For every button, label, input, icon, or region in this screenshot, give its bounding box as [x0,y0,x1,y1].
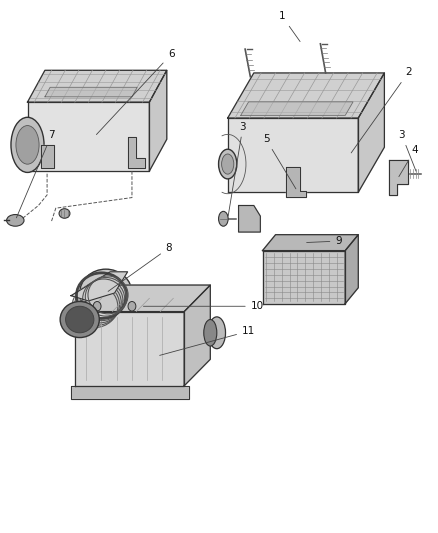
Polygon shape [41,144,53,168]
Ellipse shape [60,302,99,337]
Polygon shape [358,73,385,192]
Polygon shape [262,251,345,304]
Text: 8: 8 [108,243,172,292]
Text: 10: 10 [143,301,264,311]
Polygon shape [239,206,260,232]
Polygon shape [228,73,385,118]
Circle shape [93,302,101,311]
Ellipse shape [66,306,94,333]
Ellipse shape [219,212,228,226]
Ellipse shape [11,117,44,173]
Ellipse shape [204,319,217,346]
Ellipse shape [80,269,132,317]
Polygon shape [75,285,210,312]
Text: 5: 5 [263,134,296,189]
Ellipse shape [59,209,70,218]
Text: 4: 4 [399,145,418,176]
Text: 7: 7 [16,130,55,218]
Polygon shape [241,102,353,115]
Polygon shape [71,272,127,301]
Polygon shape [45,87,137,97]
Polygon shape [28,70,167,102]
Text: 3: 3 [228,122,246,216]
Text: 2: 2 [351,68,412,153]
Polygon shape [228,118,358,192]
Ellipse shape [208,317,226,349]
Ellipse shape [16,126,39,164]
Polygon shape [75,312,184,386]
Polygon shape [149,70,167,171]
Text: 9: 9 [307,236,342,246]
Polygon shape [71,386,188,399]
Polygon shape [262,235,358,251]
Circle shape [128,302,136,311]
Text: 3: 3 [399,130,416,171]
Ellipse shape [7,215,24,226]
Polygon shape [345,235,358,304]
Text: 1: 1 [279,11,300,42]
Ellipse shape [219,149,237,179]
Polygon shape [389,160,408,195]
Polygon shape [286,167,306,197]
Text: 11: 11 [160,326,255,356]
Ellipse shape [222,154,234,174]
Polygon shape [28,102,149,171]
Polygon shape [184,285,210,386]
Text: 6: 6 [96,50,174,134]
Polygon shape [127,136,145,168]
